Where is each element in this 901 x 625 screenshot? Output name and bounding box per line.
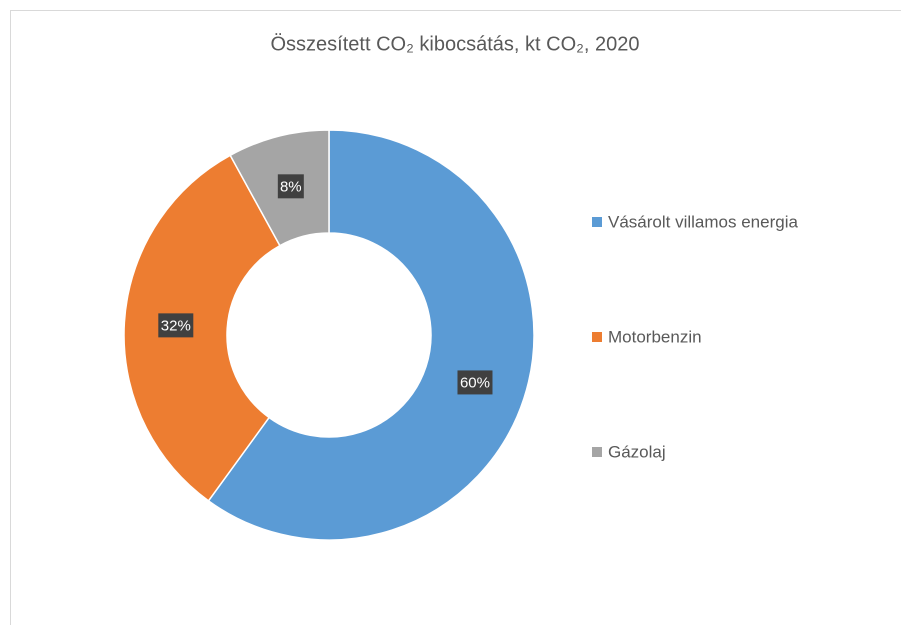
- legend-label: Motorbenzin: [608, 327, 702, 346]
- legend-swatch: [592, 332, 602, 342]
- donut-slice: [207, 129, 535, 541]
- data-label-box: [457, 370, 493, 395]
- data-label-box: [158, 313, 194, 338]
- legend-label: Vásárolt villamos energia: [608, 212, 798, 231]
- donut-slice: [123, 154, 281, 502]
- data-label: 60%: [460, 374, 490, 391]
- legend-swatch: [592, 217, 602, 227]
- data-label: 32%: [161, 317, 191, 334]
- legend-label: Gázolaj: [608, 442, 666, 461]
- data-label: 8%: [280, 178, 302, 195]
- data-label-box: [277, 174, 304, 199]
- chart-title: Összesített CO₂ kibocsátás, kt CO₂, 2020: [271, 33, 640, 55]
- legend-swatch: [592, 447, 602, 457]
